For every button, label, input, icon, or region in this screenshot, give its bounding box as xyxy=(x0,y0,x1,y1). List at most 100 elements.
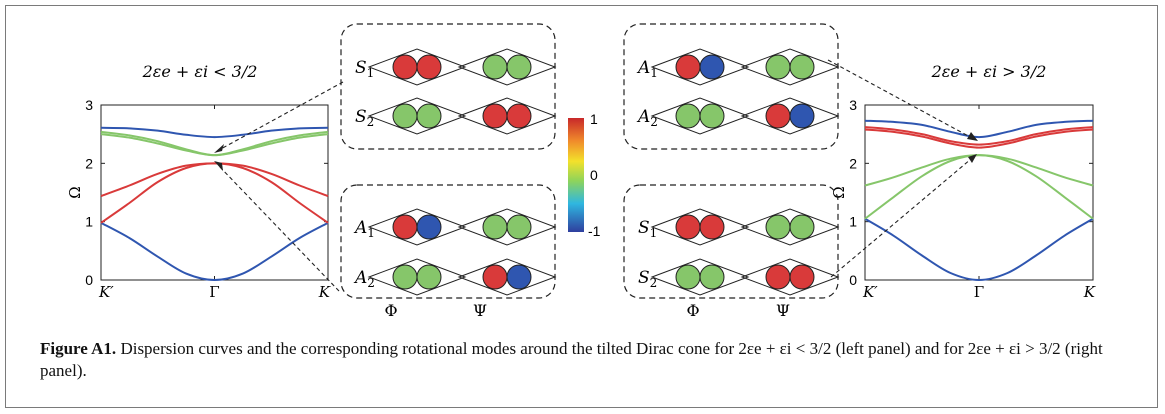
y-axis-label: Ω xyxy=(830,186,848,198)
site-circle-green xyxy=(506,214,532,240)
mode-panel-left-bottom: A1 A2 xyxy=(340,184,557,299)
connector-arrows xyxy=(218,59,973,292)
mode-label: A2 xyxy=(353,268,375,290)
series-line-blue xyxy=(100,221,329,282)
colorbar-tick-top: 1 xyxy=(590,111,598,127)
arrowhead-right-top xyxy=(967,132,978,141)
mode-cell-psi xyxy=(457,208,557,246)
site-circle-red xyxy=(506,103,532,129)
mode-label: A1 xyxy=(636,58,658,80)
site-circle-green xyxy=(699,103,725,129)
site-circle-blue xyxy=(416,214,442,240)
arrowhead-right-bottom xyxy=(968,154,977,163)
x-tick-label: Γ xyxy=(974,283,984,301)
mode-panels: S1 S2 A1 A2 A1 A2 S1 S2 xyxy=(340,23,840,299)
x-tick-label: K xyxy=(1083,283,1096,301)
site-circle-red xyxy=(765,264,791,290)
site-circle-green xyxy=(416,103,442,129)
x-tick-label: Γ xyxy=(209,283,219,301)
lattice-diamond xyxy=(367,258,467,296)
arrowhead-left-top xyxy=(214,144,224,153)
mode-cell-psi xyxy=(457,48,557,86)
mode-cell-psi xyxy=(740,208,840,246)
left-dispersion-plot: 0 1 2 3 K′ Γ K Ω xyxy=(66,97,331,301)
site-circle-red xyxy=(482,264,508,290)
mode-cell-phi xyxy=(650,97,750,135)
mode-label: S1 xyxy=(638,218,657,240)
x-tick-label: K xyxy=(318,283,331,301)
figure-caption: Figure A1. Dispersion curves and the cor… xyxy=(40,338,1130,382)
site-circle-blue xyxy=(506,264,532,290)
site-circle-red xyxy=(675,54,701,80)
site-circle-green xyxy=(675,103,701,129)
lattice-diamond xyxy=(457,97,557,135)
mode-cell-phi xyxy=(367,208,467,246)
series-line-red xyxy=(100,162,329,224)
mode-panel-right-bottom: S1 S2 xyxy=(623,184,840,299)
mode-label: S1 xyxy=(355,58,374,80)
site-circle-red xyxy=(789,264,815,290)
site-circle-green xyxy=(789,214,815,240)
figure-frame xyxy=(5,5,1158,408)
mode-panel-border xyxy=(340,184,556,299)
lattice-diamond xyxy=(367,48,467,86)
site-circle-green xyxy=(699,264,725,290)
series-line-green xyxy=(864,154,1094,220)
lattice-diamond xyxy=(457,258,557,296)
mode-cell-phi xyxy=(367,258,467,296)
lattice-diamond xyxy=(367,97,467,135)
site-circle-red xyxy=(392,54,418,80)
lattice-diamond xyxy=(740,258,840,296)
right-dispersion-plot: 0 1 2 3 K′ Γ K Ω xyxy=(830,97,1096,301)
arrow-left-bottom xyxy=(218,165,340,292)
col-label-psi-left: Ψ xyxy=(473,301,487,320)
colorbar-gradient xyxy=(568,118,584,232)
colorbar-tick-bottom: -1 xyxy=(588,223,601,239)
site-circle-red xyxy=(392,214,418,240)
x-tick-label: K′ xyxy=(862,283,878,301)
site-circle-green xyxy=(482,54,508,80)
series-line-red xyxy=(864,128,1094,149)
arrow-heads xyxy=(214,132,978,171)
right-panel-title: 2εe + εi > 3/2 xyxy=(931,62,1047,81)
plot-frame xyxy=(100,104,329,281)
y-tick-label: 3 xyxy=(85,97,93,113)
lattice-diamond xyxy=(457,48,557,86)
mode-cell-phi xyxy=(650,258,750,296)
y-tick-label: 2 xyxy=(85,155,93,171)
mode-cell-phi xyxy=(367,97,467,135)
series-line-blue xyxy=(864,217,1094,282)
arrow-right-top xyxy=(827,59,973,139)
lattice-diamond xyxy=(650,208,750,246)
col-label-psi-right: Ψ xyxy=(776,301,790,320)
site-circle-green xyxy=(482,214,508,240)
site-circle-red xyxy=(765,103,791,129)
site-circle-green xyxy=(416,264,442,290)
mode-panel-right-top: A1 A2 xyxy=(623,23,840,150)
lattice-diamond xyxy=(457,208,557,246)
site-circle-green xyxy=(765,214,791,240)
colorbar: 1 0 -1 xyxy=(568,111,601,239)
mode-panel-left-top: S1 S2 xyxy=(340,23,557,150)
mode-cell-phi xyxy=(650,48,750,86)
mode-cell-psi xyxy=(457,258,557,296)
mode-cell-psi xyxy=(740,258,840,296)
site-circle-green xyxy=(392,264,418,290)
caption-label: Figure A1. xyxy=(40,339,117,358)
site-circle-green xyxy=(765,54,791,80)
site-circle-green xyxy=(506,54,532,80)
series-line-green xyxy=(100,130,329,157)
mode-cell-psi xyxy=(740,97,840,135)
site-circle-red xyxy=(675,214,701,240)
y-tick-label: 1 xyxy=(849,214,857,230)
y-axis-label: Ω xyxy=(66,186,84,198)
series-line-green xyxy=(864,154,1094,187)
y-tick-label: 3 xyxy=(849,97,857,113)
left-panel-title: 2εe + εi < 3/2 xyxy=(142,62,258,81)
lattice-diamond xyxy=(367,208,467,246)
series-line-red xyxy=(864,126,1094,146)
lattice-diamond xyxy=(650,97,750,135)
site-circle-red xyxy=(699,214,725,240)
site-circle-green xyxy=(392,103,418,129)
